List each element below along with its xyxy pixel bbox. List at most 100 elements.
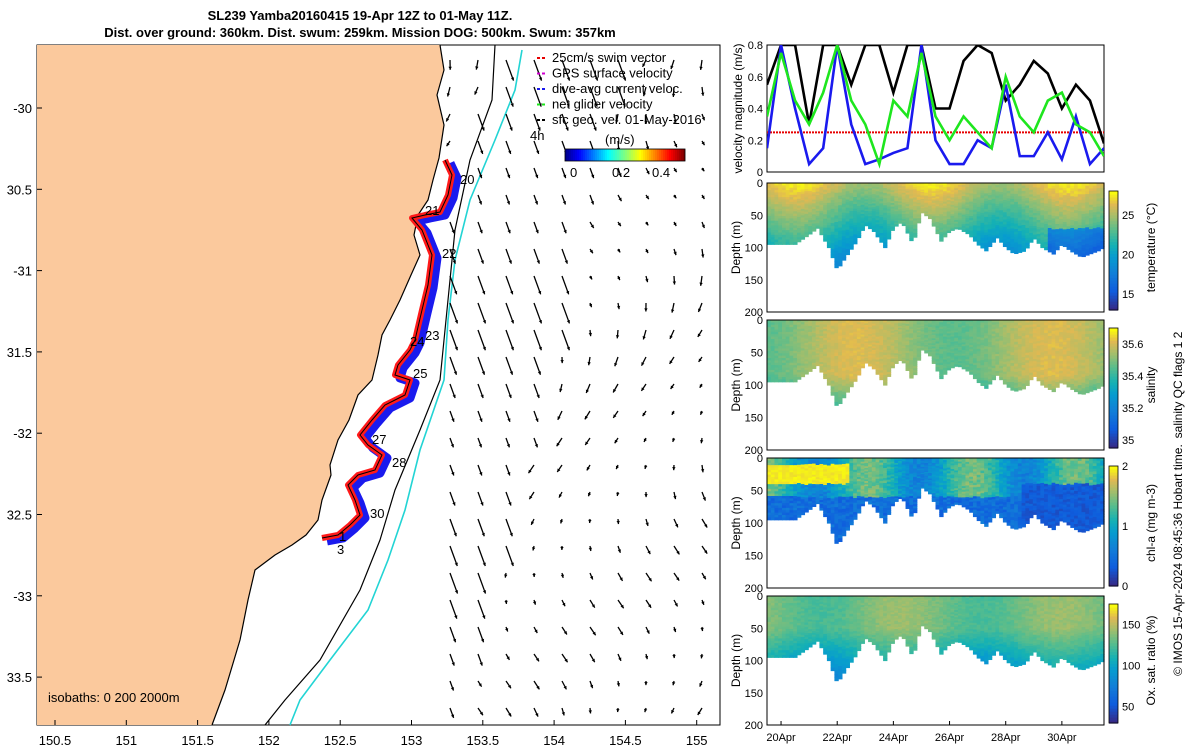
profile-cell [916,212,922,215]
profile-cell [879,363,884,367]
profile-cell [1006,211,1011,215]
profile-cell [1010,239,1015,243]
profile-cell [804,207,809,211]
profile-cell [1032,322,1038,325]
profile-cell [864,321,869,324]
profile-cell [886,185,892,188]
profile-cell [1014,231,1019,236]
geo-velocity-arrow [617,86,626,107]
profile-cell [778,331,783,335]
profile-cell [916,202,922,206]
profile-cell [976,380,982,384]
profile-cell [909,209,914,213]
profile-cell [909,362,914,366]
profile-cell [894,355,899,358]
profile-cell [928,343,933,346]
profile-cell [838,368,843,372]
profile-cell [890,188,895,191]
profile-cell [819,188,824,192]
profile-cell [1040,347,1045,351]
profile-cell [856,351,862,355]
profile-cell [875,232,880,236]
profile-cell [965,329,970,333]
lat-tick-label: 30.5 [7,182,32,197]
profile-cell [1029,212,1034,216]
profile-cell [1100,205,1105,209]
profile-cell [879,235,884,239]
profile-cell [1006,376,1011,381]
profile-cell [1051,188,1056,192]
profile-cell [789,197,794,201]
profile-cell [1085,243,1090,248]
profile-cell [924,337,929,340]
profile-cell [793,183,798,186]
profile-cell [931,222,937,225]
profile-cell [1014,199,1019,203]
profile-cell [1006,216,1011,220]
profile-cell [883,380,888,384]
profile-cell [924,325,929,327]
profile-cell [1044,218,1049,223]
profile-cell [984,383,989,387]
profile-cell [823,189,828,193]
profile-cell [976,209,982,213]
profile-cell [946,346,952,350]
profile-cell [1021,370,1026,374]
profile-cell [972,333,978,337]
profile-cell [774,192,779,196]
profile-cell [894,321,899,324]
profile-cell [909,185,914,189]
profile-cell [774,223,779,227]
profile-cell [1081,222,1086,226]
profile-cell [823,320,828,323]
profile-cell [1002,366,1008,370]
profile-cell [901,321,907,324]
profile-cell [868,335,873,339]
profile-cell [1036,350,1041,354]
profile-cell [894,320,899,323]
profile-cell [1025,345,1030,349]
profile-cell [924,349,929,351]
profile-cell [984,351,989,355]
profile-cell [789,331,794,335]
profile-cell [1032,367,1038,371]
geo-velocity-arrowhead [646,170,650,175]
profile-cell [841,200,847,205]
profile-cell [1062,190,1068,194]
profile-cell [1017,371,1023,375]
profile-cell [969,211,974,215]
profile-cell [868,351,873,355]
profile-cell [1032,183,1038,186]
profile-cell [1040,322,1045,326]
profile-cell [815,193,821,196]
profile-cell [942,224,948,228]
profile-cell [1036,231,1041,235]
profile-cell [785,215,791,219]
profile-cell [781,199,787,203]
profile-cell [781,204,787,208]
profile-cell [815,332,821,335]
geo-velocity-arrowhead [538,290,542,295]
profile-cell [1006,366,1011,370]
profile-cell [834,329,839,334]
profile-cell [1044,221,1049,225]
profile-cell [785,227,791,231]
profile-cell [890,212,895,215]
profile-cell [860,215,865,219]
profile-cell [774,348,779,352]
profile-cell [774,362,779,366]
profile-cell [961,218,967,221]
profile-cell [898,329,903,332]
geo-velocity-arrowhead [642,412,646,417]
profile-cell [1096,203,1101,208]
profile-cell [1074,237,1079,241]
profile-cell [991,331,997,335]
profile-cell [965,320,970,323]
profile-cell [976,339,982,343]
profile-cell [811,355,817,358]
profile-cell [984,362,989,366]
profile-cell [778,220,783,224]
profile-cell [841,355,847,360]
profile-cell [999,187,1004,191]
profile-cell [935,335,940,339]
